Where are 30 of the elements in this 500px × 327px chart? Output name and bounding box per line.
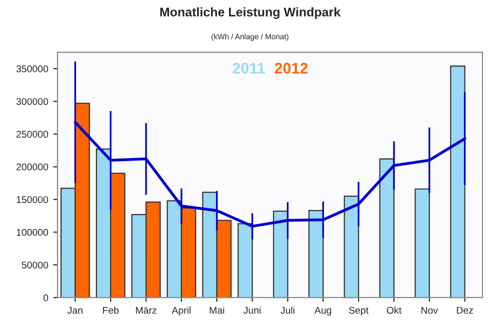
x-tick-label: April: [172, 306, 191, 316]
y-tick-label: 50000: [22, 262, 48, 268]
x-tick-label: Dez: [456, 306, 473, 314]
bar: [308, 210, 324, 298]
y-tick-label: 300000: [16, 98, 48, 105]
y-tick-label: 250000: [16, 130, 48, 138]
y-tick-label: 0: [43, 294, 48, 302]
x-tick-label: Jan: [68, 306, 82, 314]
chart-title: Monatliche Leistung Windpark: [160, 7, 341, 19]
bar: [414, 188, 430, 298]
x-tick-label: Aug: [314, 306, 332, 316]
y-tick-label: 350000: [16, 65, 48, 72]
bar: [238, 223, 253, 298]
bar: [379, 158, 395, 298]
bar: [272, 210, 288, 298]
x-tick-label: Nov: [422, 306, 438, 314]
x-tick-label: Sept: [348, 306, 368, 316]
x-tick-label: Mai: [210, 306, 224, 314]
bar: [344, 196, 360, 298]
y-tick-label: 150000: [16, 196, 48, 204]
x-tick-label: Juli: [280, 306, 294, 314]
x-tick-label: März: [136, 306, 156, 314]
x-tick-label: Juni: [244, 306, 261, 314]
x-tick-label: Feb: [103, 306, 119, 314]
y-tick-label: 100000: [16, 228, 48, 236]
text: 2012: [274, 62, 308, 74]
x-tick-label: Okt: [386, 306, 402, 314]
bar: [450, 66, 466, 298]
text: 2011: [232, 62, 265, 74]
y-tick-label: 200000: [16, 164, 48, 170]
